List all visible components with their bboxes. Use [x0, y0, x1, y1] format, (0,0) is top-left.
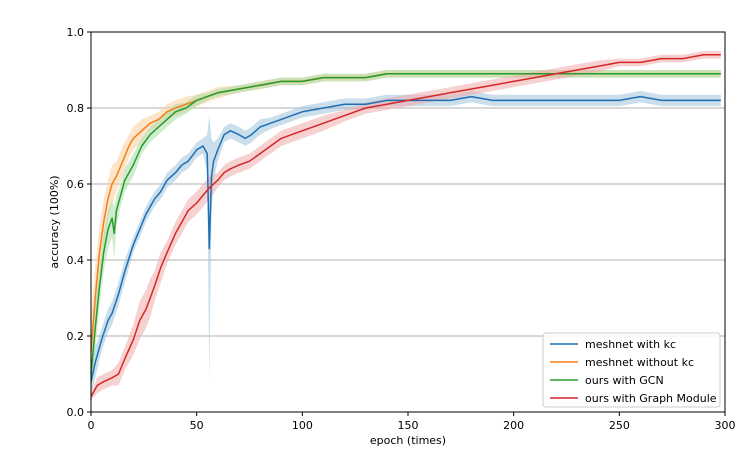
y-tick-label: 0.8 [67, 102, 85, 115]
x-tick-label: 300 [715, 419, 736, 432]
series-line-ours-with-graph-module [90, 54, 721, 398]
y-tick-label: 1.0 [67, 26, 85, 39]
y-tick-label: 0.2 [67, 330, 85, 343]
y-tick-label: 0.6 [67, 178, 85, 191]
legend-box [542, 332, 721, 408]
x-tick-label: 100 [292, 419, 313, 432]
x-axis-label: epoch (times) [370, 434, 446, 447]
y-axis-ticks: 0.0 0.2 0.4 0.6 0.8 1.0 [67, 26, 91, 419]
legend-label: meshnet with kc [585, 338, 676, 351]
legend-label: ours with GCN [585, 374, 664, 387]
series-line-ours-with-gcn [90, 73, 721, 375]
x-tick-label: 50 [190, 419, 204, 432]
y-axis-label: accuracy (100%) [48, 175, 61, 268]
series-line-meshnet-with-kc [90, 95, 721, 382]
series-lines [90, 54, 721, 398]
x-tick-label: 250 [609, 419, 630, 432]
x-tick-label: 150 [398, 419, 419, 432]
x-tick-label: 0 [88, 419, 95, 432]
x-tick-label: 200 [503, 419, 524, 432]
legend-label: ours with Graph Module [585, 392, 717, 405]
y-tick-label: 0.0 [67, 406, 85, 419]
x-axis-ticks: 0 50 100 150 200 250 300 [88, 412, 736, 432]
legend-label: meshnet without kc [585, 356, 694, 369]
y-tick-label: 0.4 [67, 254, 85, 267]
legend: meshnet with kc meshnet without kc ours wi… [542, 332, 721, 408]
